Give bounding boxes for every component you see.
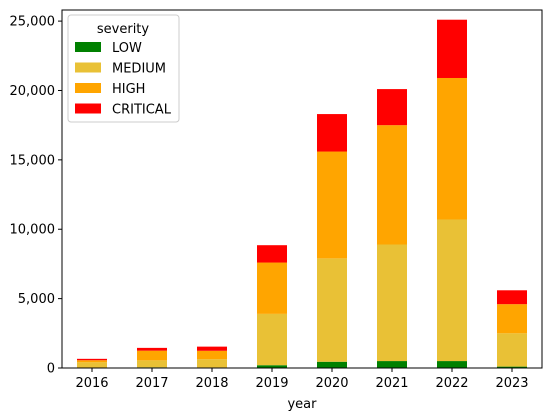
bar-low-2022 — [437, 361, 467, 368]
legend-swatch-high — [75, 83, 101, 93]
x-tick-label: 2020 — [315, 376, 348, 391]
legend-title: severity — [97, 22, 150, 37]
bar-critical-2023 — [497, 290, 527, 305]
bar-low-2023 — [497, 366, 527, 368]
legend-label-critical: CRITICAL — [112, 103, 172, 118]
bar-critical-2017 — [137, 347, 167, 351]
bar-medium-2022 — [437, 219, 467, 362]
legend-swatch-medium — [75, 62, 101, 73]
bar-medium-2017 — [137, 360, 167, 368]
x-tick-label: 2023 — [495, 376, 528, 391]
bar-high-2021 — [377, 125, 407, 245]
bar-critical-2020 — [317, 114, 347, 152]
x-axis: 2016 2017 2018 2019 2020 2021 2022 2023 — [75, 368, 529, 391]
y-tick-label: 20,000 — [10, 84, 56, 99]
y-tick-label: 10,000 — [10, 223, 56, 238]
y-tick-label: 5,000 — [18, 292, 55, 307]
bar-critical-2016 — [77, 358, 107, 361]
bar-critical-2018 — [197, 346, 227, 351]
bar-low-2021 — [377, 361, 407, 368]
bar-medium-2019 — [257, 313, 287, 366]
x-tick-label: 2016 — [75, 376, 108, 391]
legend-items: LOW MEDIUM HIGH CRITICAL — [75, 41, 172, 118]
legend-frame — [67, 14, 180, 123]
legend-label-high: HIGH — [112, 82, 145, 97]
y-tick-label: 15,000 — [10, 153, 56, 168]
legend-swatch-low — [75, 42, 101, 52]
bar-high-2018 — [197, 350, 227, 360]
legend-swatch-critical — [75, 103, 101, 114]
bar-high-2020 — [317, 151, 347, 259]
bar-high-2019 — [257, 262, 287, 314]
x-tick-label: 2018 — [195, 376, 228, 391]
bar-medium-2023 — [497, 333, 527, 367]
x-tick-label: 2019 — [255, 376, 288, 391]
legend-label-low: LOW — [112, 41, 142, 56]
plot-frame — [61, 9, 543, 369]
bars-layer — [77, 19, 527, 368]
bar-critical-2019 — [257, 245, 287, 263]
x-tick-label: 2017 — [135, 376, 168, 391]
bar-high-2023 — [497, 304, 527, 334]
bar-critical-2021 — [377, 89, 407, 126]
y-tick-label: 25,000 — [10, 15, 56, 30]
x-tick-label: 2022 — [435, 376, 468, 391]
bar-medium-2020 — [317, 258, 347, 362]
x-tick-label: 2021 — [375, 376, 408, 391]
bar-high-2022 — [437, 77, 467, 220]
bar-high-2016 — [77, 360, 107, 363]
x-axis-label: year — [287, 397, 317, 412]
legend-label-medium: MEDIUM — [112, 62, 166, 77]
bar-low-2019 — [257, 365, 287, 368]
bar-high-2017 — [137, 350, 167, 361]
bar-medium-2021 — [377, 244, 407, 362]
bar-medium-2018 — [197, 359, 227, 368]
y-axis: 0 5,000 10,000 15,000 20,000 25,000 — [10, 15, 62, 377]
bar-critical-2022 — [437, 19, 467, 78]
bar-medium-2016 — [77, 362, 107, 368]
bar-low-2020 — [317, 361, 347, 368]
legend: severity LOW MEDIUM HIGH CRITICAL — [67, 14, 180, 123]
y-tick-label: 0 — [47, 362, 55, 377]
